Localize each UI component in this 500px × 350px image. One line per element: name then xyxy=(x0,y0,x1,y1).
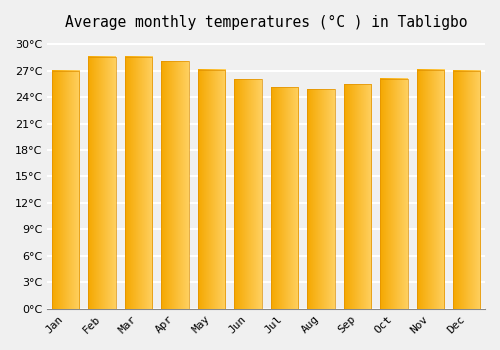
Bar xyxy=(453,71,480,309)
Bar xyxy=(52,71,80,309)
Title: Average monthly temperatures (°C ) in Tabligbo: Average monthly temperatures (°C ) in Ta… xyxy=(65,15,468,30)
Bar xyxy=(380,78,407,309)
Bar xyxy=(125,56,152,309)
Bar xyxy=(234,79,262,309)
Bar xyxy=(88,56,116,309)
Bar xyxy=(416,70,444,309)
Bar xyxy=(344,84,371,309)
Bar xyxy=(307,89,334,309)
Bar xyxy=(162,61,188,309)
Bar xyxy=(270,88,298,309)
Bar xyxy=(198,70,225,309)
